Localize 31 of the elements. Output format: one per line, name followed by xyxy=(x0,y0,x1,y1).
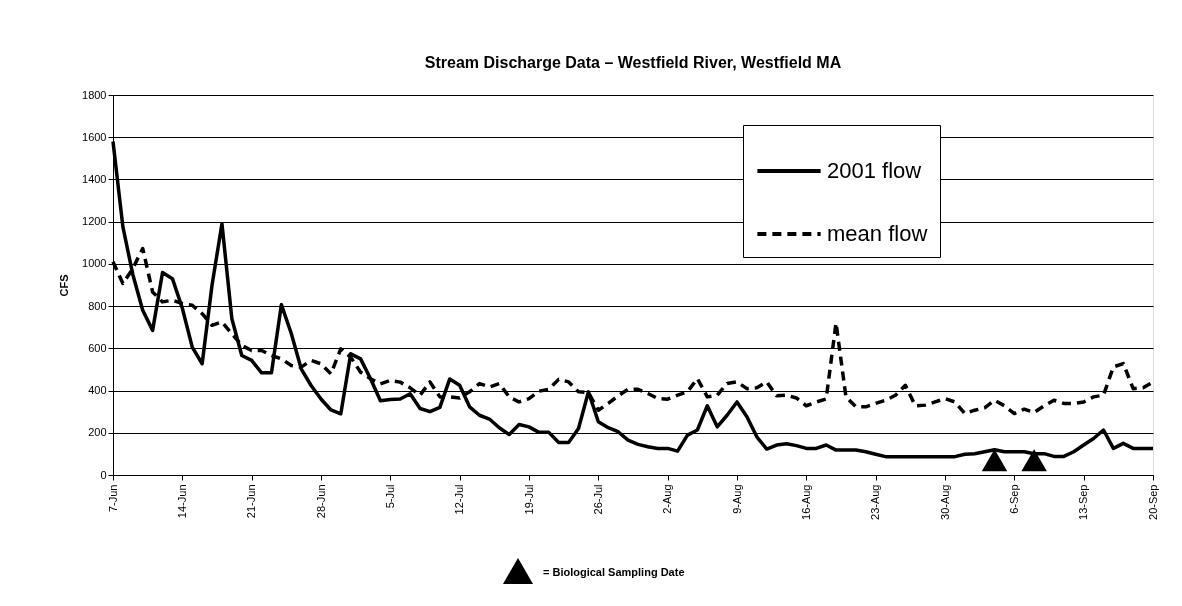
text: = Biological Sampling Date xyxy=(543,566,685,578)
chart-title: Stream Discharge Data – Westfield River, Westfield MA xyxy=(424,54,842,71)
x-tick-label: 28-Jun xyxy=(314,484,327,519)
y-tick-label: 200 xyxy=(88,426,107,439)
x-tick-label: 2-Aug xyxy=(661,484,674,514)
y-tick-label: 1400 xyxy=(82,172,107,185)
y-tick-label: 1200 xyxy=(82,215,107,228)
y-axis-title: CFS xyxy=(58,274,71,297)
x-tick-label: 9-Aug xyxy=(730,484,743,514)
y-tick-label: 1000 xyxy=(82,257,107,270)
x-tick-label: 12-Jul xyxy=(453,484,466,515)
x-tick-label: 14-Jun xyxy=(175,484,188,519)
x-tick-label: 19-Jul xyxy=(522,484,535,515)
y-tick-label: 1800 xyxy=(82,88,107,101)
x-tick-label: 13-Sep xyxy=(1077,484,1090,520)
x-tick-label: 7-Jun xyxy=(106,484,119,513)
y-tick-label: 0 xyxy=(100,468,107,481)
x-tick-label: 16-Aug xyxy=(799,484,812,520)
x-tick-label: 26-Jul xyxy=(591,484,604,515)
legend-label: mean flow xyxy=(827,221,928,246)
x-tick-label: 23-Aug xyxy=(869,484,882,520)
x-tick-label: 30-Aug xyxy=(938,484,951,520)
y-tick-label: 400 xyxy=(88,384,107,397)
y-tick-label: 600 xyxy=(88,341,107,354)
x-tick-label: 21-Jun xyxy=(245,484,258,519)
x-tick-label: 6-Sep xyxy=(1007,484,1020,514)
legend-label: 2001 flow xyxy=(827,158,922,183)
y-tick-label: 800 xyxy=(88,299,107,312)
x-tick-label: 5-Jul xyxy=(383,484,396,509)
y-tick-label: 1600 xyxy=(82,130,107,143)
x-tick-label: 20-Sep xyxy=(1146,484,1159,520)
